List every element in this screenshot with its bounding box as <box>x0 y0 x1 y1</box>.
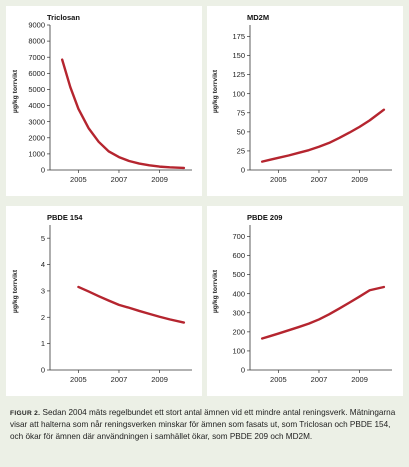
x-tick-label: 2009 <box>351 375 368 384</box>
y-tick-label: 100 <box>232 347 245 356</box>
y-tick-label: 150 <box>232 51 245 60</box>
chart-panel-md2m <box>207 6 403 196</box>
x-tick-label: 2007 <box>311 175 328 184</box>
y-tick-label: 125 <box>232 70 245 79</box>
y-tick-label: 1 <box>41 339 45 348</box>
chart-title-pbde154: PBDE 154 <box>47 213 83 222</box>
y-tick-label: 7000 <box>28 53 45 62</box>
y-tick-label: 600 <box>232 251 245 260</box>
y-tick-label: 75 <box>237 108 245 117</box>
y-tick-label: 8000 <box>28 37 45 46</box>
y-tick-label: 6000 <box>28 69 45 78</box>
y-tick-label: 3000 <box>28 117 45 126</box>
y-tick-label: 175 <box>232 32 245 41</box>
y-tick-label: 700 <box>232 232 245 241</box>
y-tick-label: 0 <box>41 366 45 375</box>
y-tick-label: 9000 <box>28 21 45 30</box>
y-axis-label: µg/kg torrvikt <box>12 69 19 113</box>
figure-caption: FIGUR 2. Sedan 2004 mäts regelbundet ett… <box>10 407 402 442</box>
y-axis-label: µg/kg torrvikt <box>212 69 219 113</box>
y-tick-label: 25 <box>237 147 245 156</box>
x-tick-label: 2009 <box>151 175 168 184</box>
y-tick-label: 4000 <box>28 101 45 110</box>
y-tick-label: 500 <box>232 270 245 279</box>
chart-title-pbde209: PBDE 209 <box>247 213 283 222</box>
y-tick-label: 100 <box>232 89 245 98</box>
chart-panel-triclosan <box>6 6 202 196</box>
chart-svg-pbde209: 0 100 200 300 400 500 600 700 2005 2007 2009 µg/kg … <box>212 225 392 384</box>
x-tick-label: 2007 <box>311 375 328 384</box>
x-tick-label: 2007 <box>111 175 128 184</box>
y-tick-label: 0 <box>241 166 245 175</box>
y-tick-label: 0 <box>241 366 245 375</box>
y-tick-label: 1000 <box>28 149 45 158</box>
chart-title-md2m: MD2M <box>247 13 270 22</box>
chart-panel-pbde154 <box>6 206 202 396</box>
y-tick-label: 400 <box>232 289 245 298</box>
y-tick-label: 5000 <box>28 85 45 94</box>
x-tick-label: 2009 <box>151 375 168 384</box>
y-tick-label: 3 <box>41 287 45 296</box>
y-tick-label: 200 <box>232 327 245 336</box>
y-axis-label: µg/kg torrvikt <box>212 269 219 313</box>
chart-svg-triclosan: 0 1000 2000 3000 4000 5000 6000 7000 8000 9000 200… <box>12 21 192 184</box>
chart-panel-pbde209 <box>207 206 403 396</box>
series-line-pbde209 <box>260 285 386 340</box>
caption-text: Sedan 2004 mäts regelbundet ett stort an… <box>10 408 396 441</box>
x-tick-label: 2009 <box>351 175 368 184</box>
x-tick-label: 2005 <box>270 375 287 384</box>
series-line-pbde154 <box>77 285 186 324</box>
series-line-triclosan <box>60 58 186 170</box>
y-tick-label: 2000 <box>28 133 45 142</box>
y-tick-label: 0 <box>41 166 45 175</box>
caption-label: FIGUR 2. <box>10 410 41 417</box>
y-axis-label: µg/kg torrvikt <box>12 269 19 313</box>
y-tick-label: 300 <box>232 308 245 317</box>
figure-area: Triclosan 0 1000 2000 3000 4000 5000 6000 7000 80… <box>6 6 403 396</box>
series-line-md2m <box>260 108 386 163</box>
x-tick-label: 2005 <box>270 175 287 184</box>
y-tick-label: 2 <box>41 313 45 322</box>
chart-svg-pbde154: 0 1 2 3 4 5 2005 2007 2009 µg/kg torrvikt <box>12 225 192 384</box>
chart-title-triclosan: Triclosan <box>47 13 80 22</box>
x-tick-label: 2007 <box>111 375 128 384</box>
x-tick-label: 2005 <box>70 375 87 384</box>
chart-svg-md2m: 0 25 50 75 100 125 150 175 2005 2007 2009 µg/kg tor… <box>212 25 392 184</box>
y-tick-label: 50 <box>237 127 245 136</box>
y-tick-label: 5 <box>41 234 45 243</box>
y-tick-label: 4 <box>41 260 45 269</box>
x-tick-label: 2005 <box>70 175 87 184</box>
